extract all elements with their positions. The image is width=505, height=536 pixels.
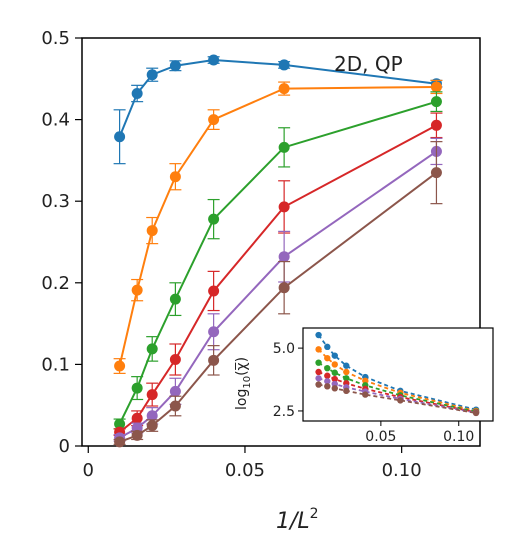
data-point (278, 59, 290, 71)
data-point (131, 412, 143, 424)
x-tick-label: 0.10 (382, 460, 422, 481)
inset-data-point (324, 343, 331, 351)
inset-data-series (315, 381, 480, 417)
inset-y-label-subscript: 10 (242, 376, 253, 389)
data-point (114, 436, 126, 448)
data-point (169, 385, 181, 397)
x-axis-label-exponent: 2 (310, 506, 319, 522)
data-point (278, 83, 290, 95)
inset-data-point (324, 372, 331, 379)
inset-y-axis-label: log10(χ̅) (234, 357, 253, 410)
inset-data-point (331, 385, 338, 392)
main-x-axis-label: 1/L2 (276, 506, 319, 534)
inset-data-point (343, 368, 350, 376)
data-point (131, 284, 143, 296)
inset-x-tick-label: 0.05 (365, 429, 396, 445)
inset-data-point (315, 346, 322, 353)
data-point (114, 131, 126, 143)
y-tick-label: 0.3 (41, 191, 70, 212)
inset-data-point (315, 359, 322, 366)
y-tick-label: 0.2 (41, 273, 70, 294)
data-point (208, 114, 220, 126)
data-point (278, 282, 290, 294)
y-tick-label: 0.4 (41, 110, 70, 131)
inset-data-point (331, 369, 338, 376)
inset-data-point (331, 361, 338, 368)
data-point (146, 225, 158, 237)
inset-data-point (315, 368, 322, 376)
data-series (113, 137, 443, 444)
inset-data-point (324, 378, 331, 385)
main-series-group (113, 54, 443, 448)
data-point (278, 251, 290, 263)
inset-y-tick-label: 2.5 (273, 404, 295, 420)
data-point (208, 54, 220, 66)
inset-series-group (315, 331, 480, 417)
inset-x-tick-label: 0.10 (443, 429, 474, 445)
data-point (114, 360, 126, 372)
inset-data-point (343, 375, 350, 382)
data-point (430, 96, 442, 108)
inset-data-point (397, 397, 404, 404)
inset-data-point (324, 383, 331, 390)
data-point (146, 343, 158, 355)
inset-data-point (324, 365, 331, 372)
data-point (430, 81, 442, 93)
x-tick-label: 0.05 (225, 460, 265, 481)
x-axis-label-main: 1/L (276, 509, 310, 534)
inset-data-point (362, 377, 369, 384)
data-point (146, 410, 158, 422)
main-y-axis: 0 0.1 0.2 0.3 0.4 0.5 (41, 28, 82, 457)
data-point (169, 400, 181, 412)
inset-y-tick-label: 5.0 (273, 341, 295, 357)
y-tick-label: 0.1 (41, 354, 70, 375)
y-tick-label: 0.5 (41, 28, 70, 49)
data-point (146, 389, 158, 401)
data-point (169, 293, 181, 305)
y-tick-label: 0 (59, 436, 70, 457)
data-series (113, 91, 443, 430)
inset-data-point (343, 387, 350, 395)
inset-y-axis: 2.5 5.0 (273, 341, 303, 420)
inset-data-point (331, 375, 338, 383)
data-point (146, 420, 158, 432)
inset-data-point (315, 331, 322, 339)
data-point (131, 382, 143, 394)
data-point (430, 119, 442, 131)
data-point (278, 201, 290, 213)
inset-data-point (331, 352, 338, 359)
inset-y-label-argument: (χ̅) (234, 357, 250, 376)
data-series (113, 141, 443, 448)
data-point (208, 326, 220, 338)
inset-plot-frame (302, 327, 494, 422)
data-series (113, 79, 443, 374)
data-point (430, 167, 442, 179)
inset-x-axis: 0.05 0.10 (365, 421, 474, 445)
inset-data-point (362, 391, 369, 398)
data-point (131, 87, 143, 99)
data-point (169, 354, 181, 366)
data-point (208, 285, 220, 297)
data-point (208, 213, 220, 225)
inset-data-point (472, 409, 480, 417)
inset-y-label-main: log (234, 389, 250, 410)
inset-data-point (324, 354, 331, 362)
chart-annotation: 2D, QP (334, 52, 403, 76)
main-x-axis: 0 0.05 0.10 (83, 446, 422, 481)
data-point (169, 60, 181, 72)
data-point (169, 171, 181, 183)
data-point (146, 69, 158, 81)
data-point (278, 141, 290, 153)
inset-data-point (315, 375, 322, 382)
data-point (208, 354, 220, 366)
data-point (114, 418, 126, 430)
inset-data-point (315, 381, 322, 388)
data-point (131, 429, 143, 441)
inset-data-point (343, 362, 350, 369)
x-tick-label: 0 (83, 460, 94, 481)
